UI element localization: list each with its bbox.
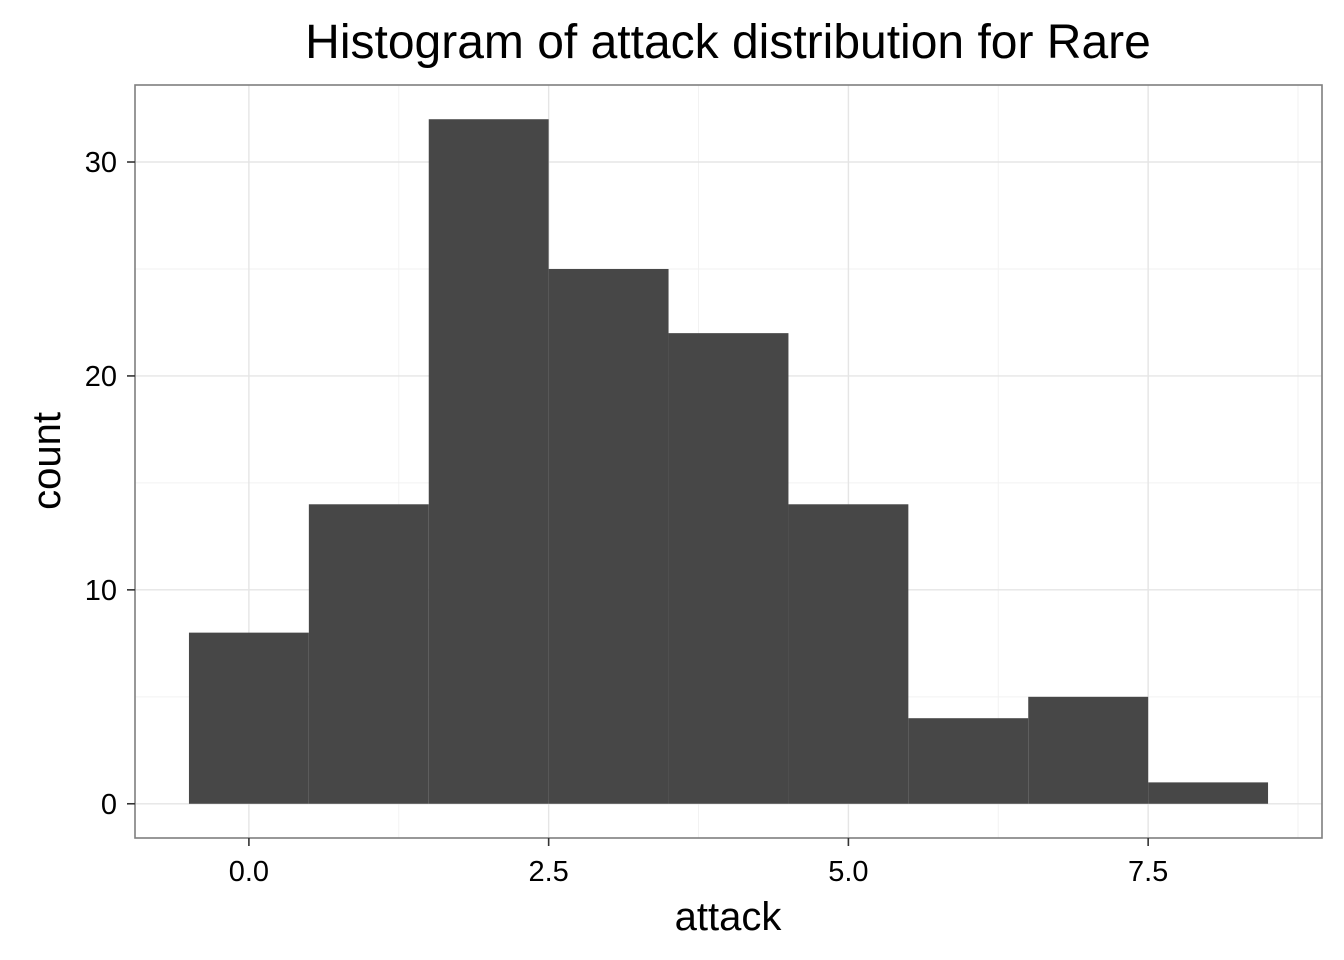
x-tick-label: 7.5 — [1128, 856, 1168, 888]
histogram-bar — [308, 504, 429, 804]
histogram-bar — [908, 718, 1029, 804]
x-tick-label: 2.5 — [528, 856, 568, 888]
x-axis-title: attack — [675, 895, 783, 939]
x-axis-ticks: 0.0 2.5 5.0 7.5 — [229, 838, 1168, 888]
histogram-bars — [188, 119, 1269, 804]
histogram-bar — [668, 333, 789, 804]
y-tick-label: 30 — [85, 147, 117, 179]
y-tick-label: 20 — [85, 361, 117, 393]
x-tick-label: 0.0 — [229, 856, 269, 888]
histogram-bar — [1148, 782, 1269, 804]
histogram-bar — [548, 268, 669, 804]
plot-panel-border — [134, 84, 1323, 839]
x-tick-label: 5.0 — [828, 856, 868, 888]
y-axis-title: count — [25, 412, 69, 510]
y-axis-ticks: 0 10 20 30 — [85, 147, 135, 821]
histogram-bar — [1028, 696, 1149, 804]
histogram-bar — [788, 504, 909, 804]
y-tick-label: 10 — [85, 575, 117, 607]
chart-title: Histogram of attack distribution for Rar… — [305, 16, 1151, 69]
histogram-bar — [428, 119, 549, 804]
y-tick-label: 0 — [101, 789, 117, 821]
histogram-bar — [188, 632, 309, 804]
